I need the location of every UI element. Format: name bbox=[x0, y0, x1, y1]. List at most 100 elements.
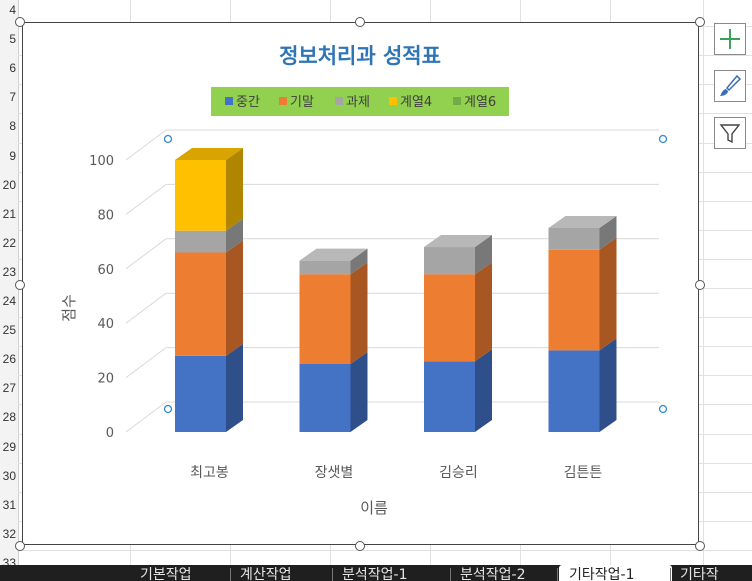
chart-title[interactable]: 정보처리과 성적표 bbox=[279, 44, 441, 68]
resize-handle-ml[interactable] bbox=[15, 280, 25, 290]
row-number[interactable]: 31 bbox=[2, 497, 16, 512]
gridline-diagonal bbox=[125, 129, 167, 161]
row-number[interactable]: 7 bbox=[9, 90, 16, 105]
gridline-diagonal bbox=[125, 347, 167, 379]
legend[interactable]: 중간 기말 과제 계열4 계열6 bbox=[211, 87, 509, 116]
legend-swatch bbox=[389, 97, 397, 105]
tab-separator bbox=[450, 568, 451, 581]
resize-handle-mr[interactable] bbox=[695, 280, 705, 290]
legend-item[interactable]: 계열4 bbox=[400, 95, 432, 110]
y-tick-label: 20 bbox=[97, 372, 114, 387]
x-axis-title[interactable]: 이름 bbox=[360, 499, 388, 517]
gridline-diagonal bbox=[125, 183, 167, 215]
legend-item[interactable]: 계열6 bbox=[464, 95, 496, 110]
bar-side-중간 bbox=[226, 343, 243, 432]
bar-segment bbox=[548, 350, 600, 432]
sheet-tab[interactable]: 분석작업-2 bbox=[460, 567, 526, 581]
resize-handle-bm[interactable] bbox=[355, 541, 365, 551]
row-number[interactable]: 24 bbox=[2, 294, 16, 308]
sheet-tab[interactable]: 기타작업-1 bbox=[559, 565, 672, 581]
bar-top bbox=[175, 148, 243, 160]
tab-separator bbox=[332, 568, 333, 581]
sheet-tab[interactable]: 기타작 bbox=[680, 567, 719, 581]
bar-side-과제 bbox=[226, 218, 243, 253]
bar-side-과제 bbox=[350, 248, 368, 275]
row-number[interactable]: 32 bbox=[2, 526, 16, 541]
row-number[interactable]: 26 bbox=[2, 352, 16, 367]
resize-handle-br[interactable] bbox=[695, 541, 705, 551]
row-number[interactable]: 6 bbox=[9, 61, 16, 76]
legend-swatch bbox=[225, 97, 233, 105]
bar-side-기말 bbox=[350, 262, 368, 364]
resize-handle-bl[interactable] bbox=[15, 541, 25, 551]
y-tick-label: 60 bbox=[97, 263, 114, 278]
row-number[interactable]: 4 bbox=[9, 3, 16, 17]
row-number[interactable]: 30 bbox=[2, 468, 16, 483]
bar-segment bbox=[175, 160, 226, 231]
y-tick-label: 80 bbox=[97, 208, 114, 223]
row-number[interactable]: 8 bbox=[9, 119, 16, 134]
sheet-tab-bar: 기본작업 계산작업 분석작업-1 분석작업-2 기타작업-1 기타작 bbox=[0, 565, 752, 581]
bar-side-중간 bbox=[475, 349, 492, 432]
bar-segment bbox=[548, 228, 600, 250]
plot-area-handle[interactable] bbox=[163, 134, 173, 144]
bar-side-기말 bbox=[599, 237, 617, 351]
sheet-tab[interactable]: 분석작업-1 bbox=[342, 567, 408, 581]
row-number[interactable]: 22 bbox=[2, 235, 16, 250]
resize-handle-tr[interactable] bbox=[695, 17, 705, 27]
bar-segment bbox=[299, 274, 351, 364]
sheet-tab[interactable]: 계산작업 bbox=[240, 567, 292, 581]
y-axis-title[interactable]: 점수 bbox=[60, 294, 78, 322]
bar-segment bbox=[424, 361, 475, 432]
gridline-diagonal bbox=[125, 238, 167, 270]
row-number[interactable]: 27 bbox=[2, 381, 16, 396]
row-number[interactable]: 21 bbox=[2, 206, 16, 221]
y-tick-label: 100 bbox=[89, 154, 114, 169]
row-number[interactable]: 5 bbox=[9, 32, 16, 47]
chart-elements-button[interactable] bbox=[714, 23, 746, 55]
row-number[interactable]: 23 bbox=[2, 264, 16, 279]
plot-area-handle[interactable] bbox=[658, 404, 668, 414]
bar-segment bbox=[424, 247, 475, 275]
legend-item[interactable]: 중간 bbox=[236, 95, 260, 110]
row-header-column: 4 5 6 7 8 9 20 21 22 23 24 25 26 27 28 29 30 31 32 33 bbox=[0, 0, 19, 570]
resize-handle-tm[interactable] bbox=[355, 17, 365, 27]
legend-swatch bbox=[453, 97, 461, 105]
tab-separator bbox=[230, 568, 231, 581]
resize-handle-tl[interactable] bbox=[15, 17, 25, 27]
bar-side-중간 bbox=[350, 352, 368, 432]
row-number[interactable]: 25 bbox=[2, 323, 16, 338]
x-tick-label: 김튼튼 bbox=[564, 465, 603, 481]
bar-side-기말 bbox=[226, 240, 243, 356]
bar-segment bbox=[175, 355, 226, 432]
row-number[interactable]: 20 bbox=[2, 177, 16, 192]
bar-side-과제 bbox=[475, 235, 492, 275]
chart-area[interactable]: 정보처리과 성적표 중간 기말 과제 계열4 계열6 0 20 40 60 80 100 최고봉 장샛… bbox=[22, 22, 699, 545]
bar-side-기말 bbox=[475, 262, 492, 362]
tab-separator bbox=[670, 568, 671, 581]
row-number[interactable]: 9 bbox=[9, 148, 16, 163]
bar-top bbox=[424, 235, 492, 248]
sheet-tab[interactable]: 기본작업 bbox=[140, 567, 192, 581]
bar-side-과제 bbox=[599, 216, 617, 250]
bar-side-중간 bbox=[599, 338, 617, 432]
gridline-diagonal bbox=[125, 292, 167, 324]
bar-segment bbox=[299, 364, 351, 432]
bar-side-계열4 bbox=[226, 148, 243, 231]
row-number[interactable]: 28 bbox=[2, 410, 16, 425]
row-number[interactable]: 29 bbox=[2, 439, 16, 454]
chart-filters-button[interactable] bbox=[714, 117, 746, 149]
y-tick-label: 0 bbox=[106, 426, 114, 441]
x-tick-label: 최고봉 bbox=[190, 465, 229, 481]
bar-segment bbox=[299, 260, 351, 275]
legend-item[interactable]: 과제 bbox=[346, 95, 370, 110]
legend-swatch bbox=[335, 97, 343, 105]
chart-styles-button[interactable] bbox=[714, 70, 746, 102]
plot-area-handle[interactable] bbox=[163, 404, 173, 414]
plot-area-handle[interactable] bbox=[658, 134, 668, 144]
bar-segment bbox=[548, 249, 600, 351]
plus-icon bbox=[720, 29, 740, 49]
gridline-diagonal bbox=[125, 401, 167, 433]
brush-icon bbox=[720, 74, 742, 96]
legend-item[interactable]: 기말 bbox=[290, 95, 314, 110]
